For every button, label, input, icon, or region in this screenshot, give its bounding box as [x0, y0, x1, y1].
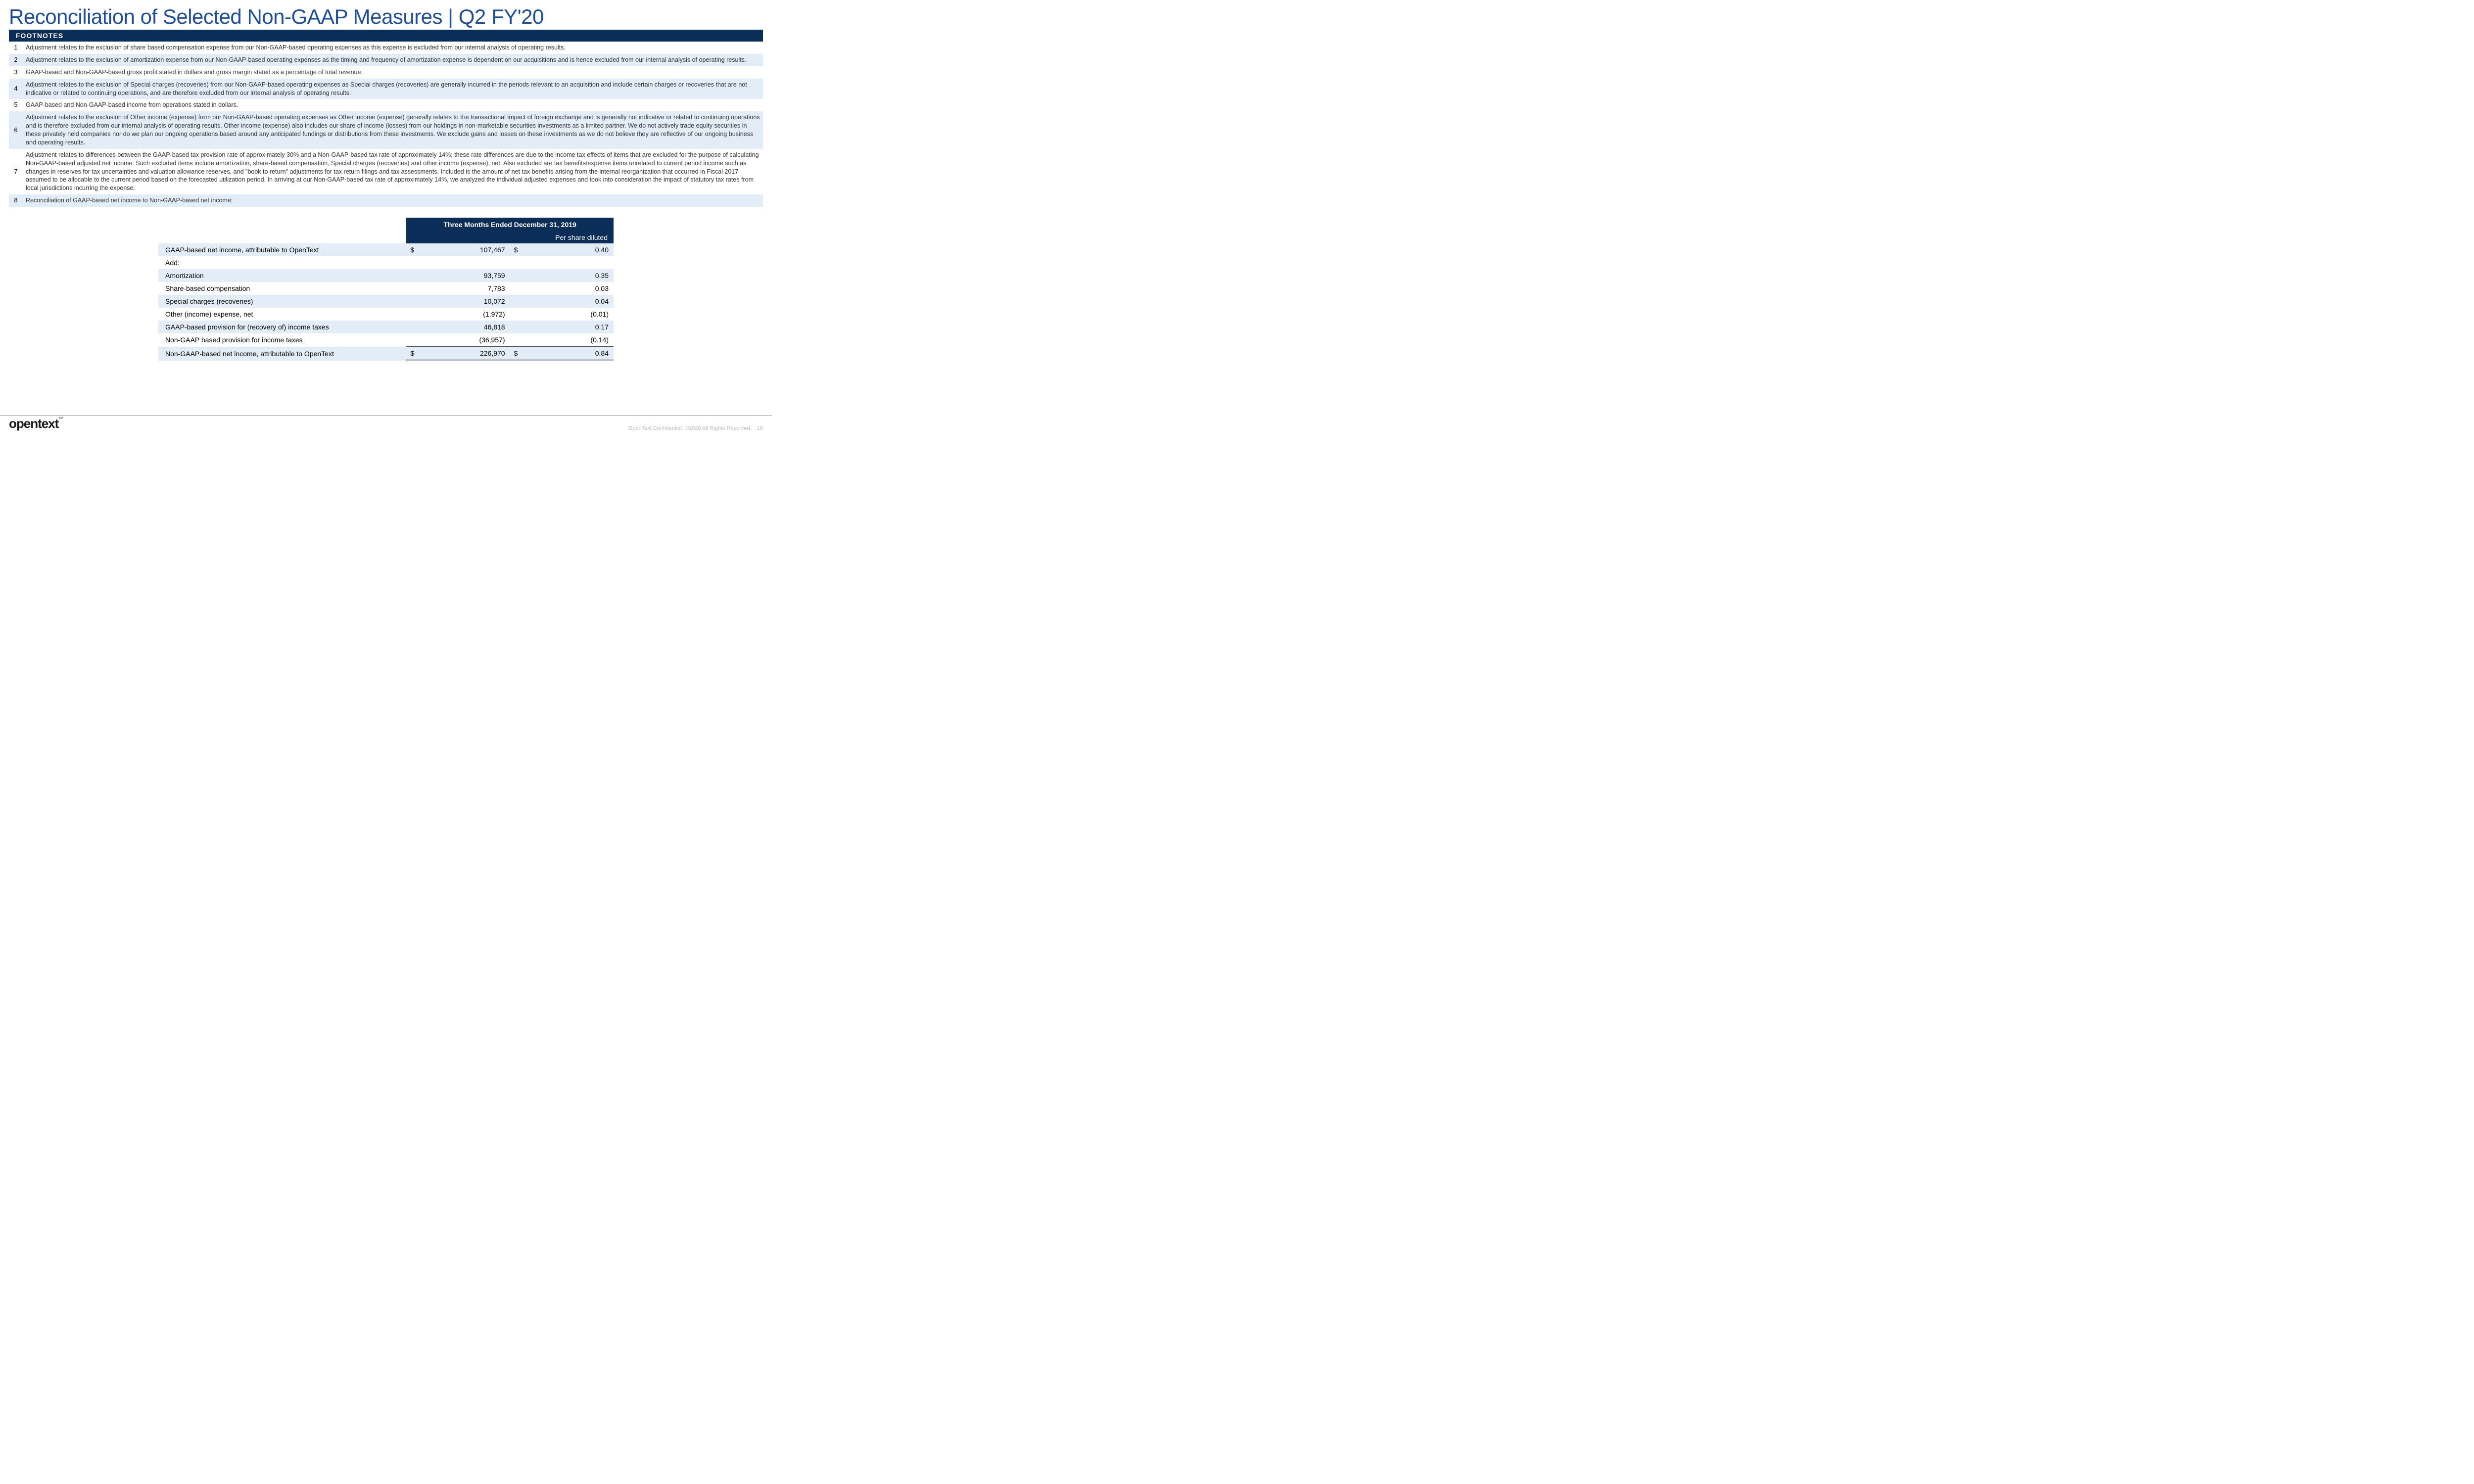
per-share-value: 0.03	[523, 282, 614, 295]
confidential-text: OpenText Confidential. ©2020 All Rights …	[628, 425, 752, 431]
currency-symbol	[406, 256, 420, 269]
logo-text: opentext	[9, 416, 58, 431]
amount-value: 226,970	[420, 347, 510, 361]
page-number: 16	[757, 425, 763, 431]
currency-symbol: $	[510, 243, 523, 256]
row-label: GAAP-based provision for (recovery of) i…	[158, 321, 406, 333]
footnote-text: Adjustment relates to the exclusion of a…	[23, 54, 763, 66]
currency-symbol	[406, 333, 420, 347]
footnote-text: Reconciliation of GAAP-based net income …	[23, 194, 763, 207]
per-share-header: Per share diluted	[510, 232, 614, 243]
row-label: Non-GAAP-based net income, attributable …	[158, 347, 406, 361]
per-share-value: 0.04	[523, 295, 614, 308]
per-share-value: 0.40	[523, 243, 614, 256]
row-label: Non-GAAP based provision for income taxe…	[158, 333, 406, 347]
footnote-number: 6	[9, 111, 23, 149]
trademark: ™	[58, 416, 63, 421]
currency-symbol	[510, 295, 523, 308]
currency-symbol	[406, 295, 420, 308]
footnote-number: 4	[9, 79, 23, 99]
period-header: Three Months Ended December 31, 2019	[406, 218, 614, 232]
row-label: Add:	[158, 256, 406, 269]
currency-symbol	[510, 308, 523, 321]
amount-value: 7,783	[420, 282, 510, 295]
footnote-number: 7	[9, 149, 23, 194]
per-share-value	[523, 256, 614, 269]
currency-symbol: $	[406, 347, 420, 361]
row-label: Special charges (recoveries)	[158, 295, 406, 308]
footnote-number: 8	[9, 194, 23, 207]
row-label: GAAP-based net income, attributable to O…	[158, 243, 406, 256]
row-label: Other (income) expense, net	[158, 308, 406, 321]
currency-symbol	[510, 333, 523, 347]
currency-symbol	[406, 269, 420, 282]
amount-value: 46,818	[420, 321, 510, 333]
per-share-value: 0.84	[523, 347, 614, 361]
footnote-text: GAAP-based and Non-GAAP-based income fro…	[23, 99, 763, 111]
currency-symbol	[406, 308, 420, 321]
footnote-number: 2	[9, 54, 23, 66]
footnotes-table: 1Adjustment relates to the exclusion of …	[9, 42, 763, 207]
per-share-value: (0.14)	[523, 333, 614, 347]
currency-symbol	[510, 321, 523, 333]
currency-symbol	[406, 282, 420, 295]
footnote-number: 5	[9, 99, 23, 111]
footnote-text: Adjustment relates to the exclusion of S…	[23, 79, 763, 99]
currency-symbol: $	[510, 347, 523, 361]
footnote-text: GAAP-based and Non-GAAP-based gross prof…	[23, 66, 763, 79]
per-share-value: 0.35	[523, 269, 614, 282]
currency-symbol	[406, 321, 420, 333]
per-share-value: 0.17	[523, 321, 614, 333]
reconciliation-table: Three Months Ended December 31, 2019Per …	[158, 218, 614, 361]
amount-value	[420, 256, 510, 269]
amount-value: (1,972)	[420, 308, 510, 321]
currency-symbol	[510, 256, 523, 269]
footnotes-header: FOOTNOTES	[9, 30, 763, 42]
footnote-number: 1	[9, 42, 23, 54]
currency-symbol: $	[406, 243, 420, 256]
slide-title: Reconciliation of Selected Non-GAAP Meas…	[9, 5, 763, 29]
currency-symbol	[510, 269, 523, 282]
footer-text: OpenText Confidential. ©2020 All Rights …	[628, 425, 763, 431]
per-share-value: (0.01)	[523, 308, 614, 321]
footnote-number: 3	[9, 66, 23, 79]
amount-value: 93,759	[420, 269, 510, 282]
currency-symbol	[510, 282, 523, 295]
row-label: Amortization	[158, 269, 406, 282]
amount-value: 107,467	[420, 243, 510, 256]
footnote-text: Adjustment relates to the exclusion of O…	[23, 111, 763, 149]
footer-divider	[0, 415, 772, 416]
logo: opentext™	[9, 416, 63, 431]
footnote-text: Adjustment relates to the exclusion of s…	[23, 42, 763, 54]
footnote-text: Adjustment relates to differences betwee…	[23, 149, 763, 194]
amount-value: 10,072	[420, 295, 510, 308]
row-label: Share-based compensation	[158, 282, 406, 295]
amount-value: (36,957)	[420, 333, 510, 347]
